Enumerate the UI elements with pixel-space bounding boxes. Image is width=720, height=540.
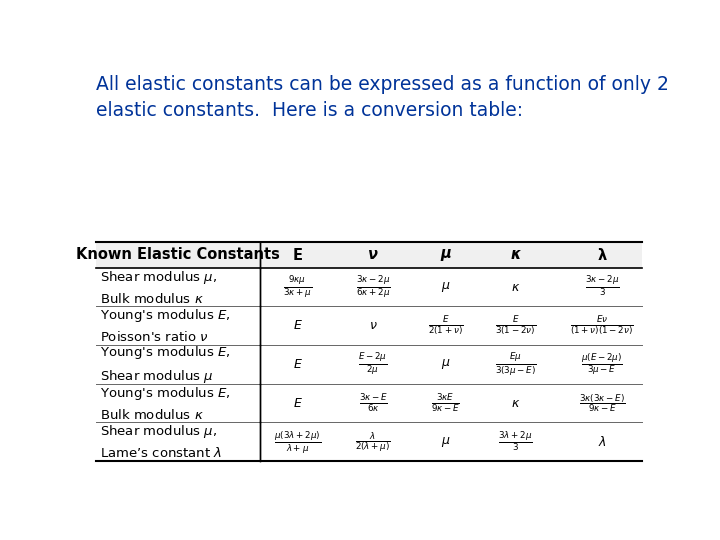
Text: Known Elastic Constants: Known Elastic Constants <box>76 247 280 262</box>
Text: Shear modulus $\mu$,
Bulk modulus $\kappa$: Shear modulus $\mu$, Bulk modulus $\kapp… <box>100 268 217 306</box>
Text: $\frac{\lambda}{2(\lambda+\mu)}$: $\frac{\lambda}{2(\lambda+\mu)}$ <box>355 430 391 454</box>
Text: $\kappa$: $\kappa$ <box>510 396 520 409</box>
Text: $\frac{\mu(E-2\mu)}{3\mu-E}$: $\frac{\mu(E-2\mu)}{3\mu-E}$ <box>581 352 623 377</box>
Text: $E$: $E$ <box>293 396 303 409</box>
Text: $E$: $E$ <box>293 358 303 371</box>
Text: Shear modulus $\mu$,
Lame’s constant $\lambda$: Shear modulus $\mu$, Lame’s constant $\l… <box>100 423 222 460</box>
Text: $\frac{E-2\mu}{2\mu}$: $\frac{E-2\mu}{2\mu}$ <box>359 352 388 377</box>
Text: $\frac{E}{2(1+\nu)}$: $\frac{E}{2(1+\nu)}$ <box>428 314 464 338</box>
Text: $\frac{\mu(3\lambda+2\mu)}{\lambda+\mu}$: $\frac{\mu(3\lambda+2\mu)}{\lambda+\mu}$ <box>274 429 321 455</box>
Text: Young's modulus $E$,
Shear modulus $\mu$: Young's modulus $E$, Shear modulus $\mu$ <box>100 344 230 384</box>
Text: $\nu$: $\nu$ <box>369 319 377 332</box>
Text: $\frac{3\kappa(3\kappa-E)}{9\kappa-E}$: $\frac{3\kappa(3\kappa-E)}{9\kappa-E}$ <box>579 392 625 414</box>
Text: $\frac{3\kappa-2\mu}{6\kappa+2\mu}$: $\frac{3\kappa-2\mu}{6\kappa+2\mu}$ <box>356 274 390 300</box>
Text: $\mu$: $\mu$ <box>441 280 451 294</box>
Text: Young's modulus $E$,
Bulk modulus $\kappa$: Young's modulus $E$, Bulk modulus $\kapp… <box>100 384 230 422</box>
Text: $\mathbf{E}$: $\mathbf{E}$ <box>292 247 303 262</box>
Text: $\frac{3\kappa-E}{6\kappa}$: $\frac{3\kappa-E}{6\kappa}$ <box>359 392 387 414</box>
Text: $\frac{3\lambda+2\mu}{3}$: $\frac{3\lambda+2\mu}{3}$ <box>498 430 533 454</box>
Text: Young's modulus $E$,
Poisson's ratio $\nu$: Young's modulus $E$, Poisson's ratio $\n… <box>100 307 230 344</box>
Text: $\frac{3\kappa E}{9\kappa-E}$: $\frac{3\kappa E}{9\kappa-E}$ <box>431 392 460 414</box>
Text: $E$: $E$ <box>293 319 303 332</box>
Text: $\kappa$: $\kappa$ <box>510 281 520 294</box>
Text: $\boldsymbol{\kappa}$: $\boldsymbol{\kappa}$ <box>510 248 521 261</box>
Text: $\frac{E\nu}{(1+\nu)(1-2\nu)}$: $\frac{E\nu}{(1+\nu)(1-2\nu)}$ <box>570 314 634 338</box>
Text: $\frac{3\kappa-2\mu}{3}$: $\frac{3\kappa-2\mu}{3}$ <box>585 275 619 299</box>
Text: All elastic constants can be expressed as a function of only 2
elastic constants: All elastic constants can be expressed a… <box>96 75 668 120</box>
Text: $\boldsymbol{\lambda}$: $\boldsymbol{\lambda}$ <box>597 247 608 262</box>
Text: $\frac{9\kappa\mu}{3\kappa+\mu}$: $\frac{9\kappa\mu}{3\kappa+\mu}$ <box>284 274 312 300</box>
Text: $\frac{E\mu}{3(3\mu-E)}$: $\frac{E\mu}{3(3\mu-E)}$ <box>495 351 536 377</box>
Text: $\boldsymbol{\nu}$: $\boldsymbol{\nu}$ <box>367 248 379 261</box>
Text: $\mu$: $\mu$ <box>441 357 451 372</box>
Text: $\mu$: $\mu$ <box>441 435 451 449</box>
Text: $\frac{E}{3(1-2\nu)}$: $\frac{E}{3(1-2\nu)}$ <box>495 314 536 338</box>
Text: $\lambda$: $\lambda$ <box>598 435 606 449</box>
Bar <box>96 241 642 268</box>
Text: $\boldsymbol{\mu}$: $\boldsymbol{\mu}$ <box>440 247 452 262</box>
